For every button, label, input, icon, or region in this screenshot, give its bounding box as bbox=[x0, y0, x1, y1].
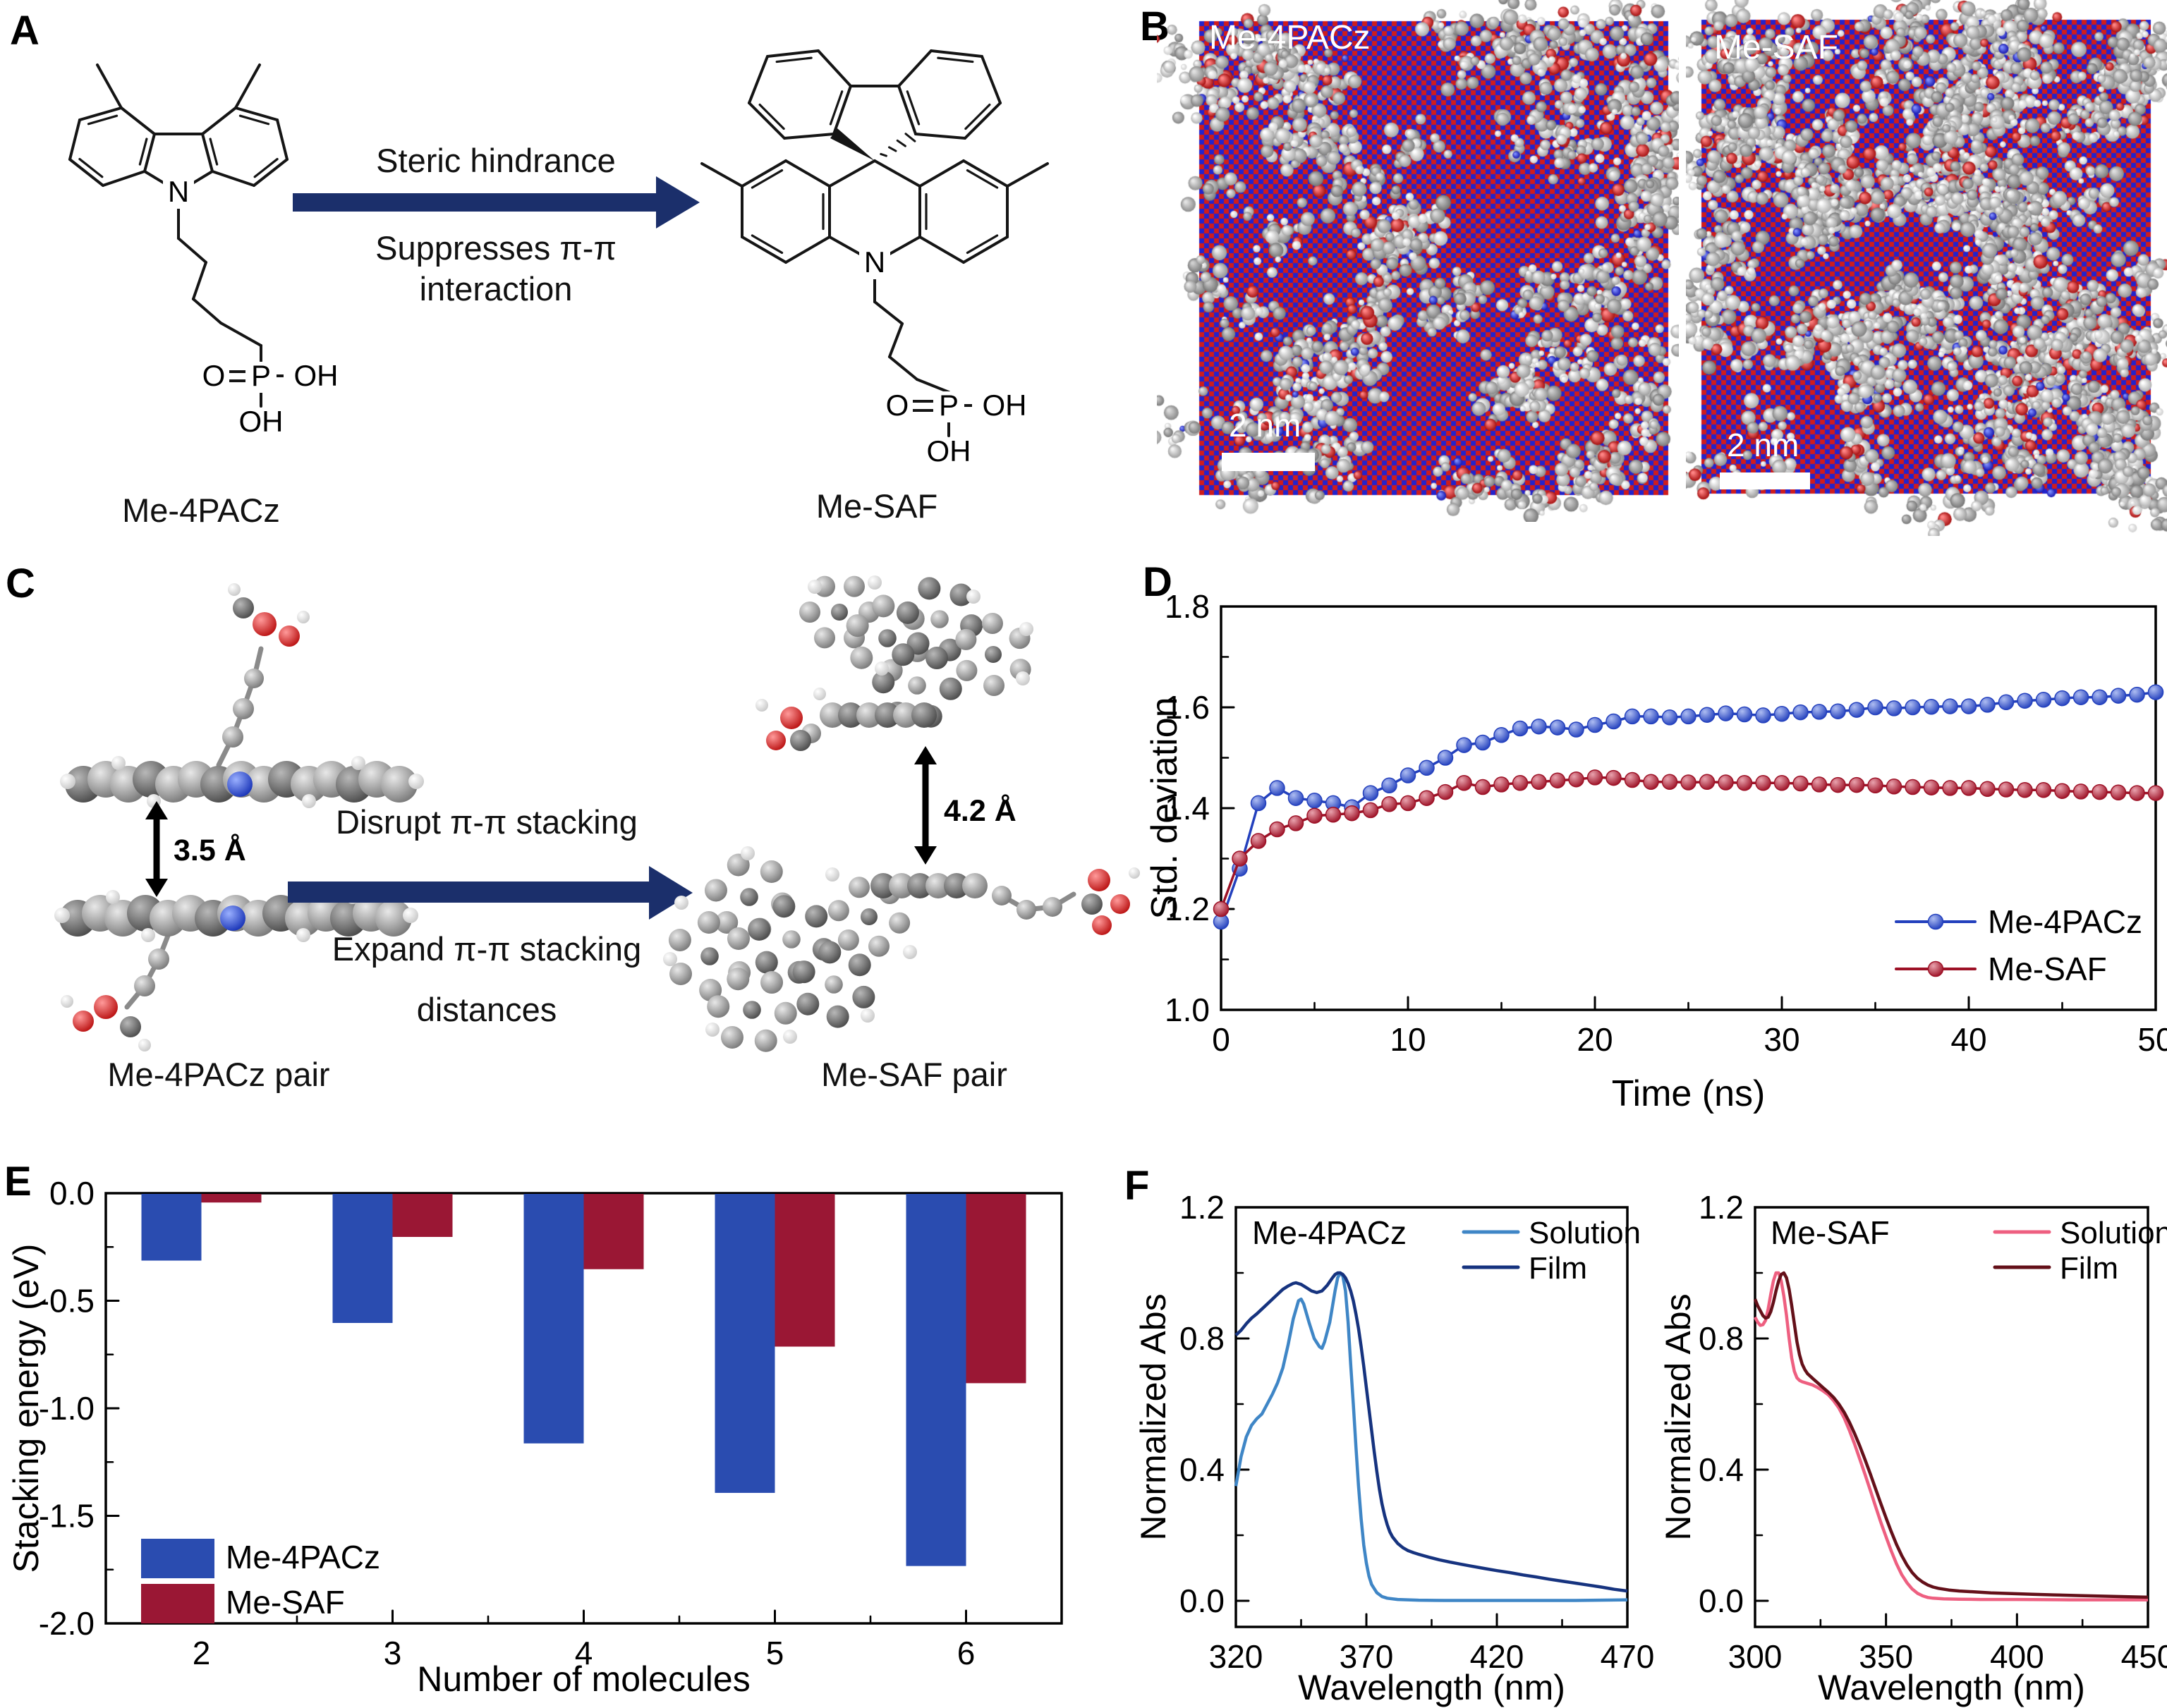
y-tick-label: 0.4 bbox=[1699, 1451, 1744, 1488]
panel-e-label: E bbox=[4, 1159, 32, 1204]
x-tick-label: 370 bbox=[1340, 1638, 1394, 1675]
x-tick-label: 350 bbox=[1859, 1638, 1913, 1675]
chart-absorption-spectra: 320 370 420 470 0.0 0.4 0.8 1.2 Wavelength (nm) N… bbox=[1134, 1189, 2167, 1707]
y-tick-label: 1.4 bbox=[1165, 790, 1210, 826]
panel-c-arrow-text-top: Disrupt π-π stacking bbox=[336, 803, 638, 841]
x-tick-label: 450 bbox=[2121, 1638, 2167, 1675]
atom-label: P bbox=[251, 359, 271, 392]
y-tick-label: 1.2 bbox=[1165, 891, 1210, 927]
panel-d-label: D bbox=[1143, 559, 1172, 605]
legend-label: Me-4PACz bbox=[1988, 903, 2142, 940]
y-tick-label: -1.0 bbox=[39, 1390, 95, 1427]
x-tick-label: 320 bbox=[1209, 1638, 1263, 1675]
x-tick-label: 420 bbox=[1470, 1638, 1524, 1675]
legend-label: Me-4PACz bbox=[226, 1539, 380, 1575]
y-tick-label: 1.8 bbox=[1165, 588, 1210, 625]
x-axis-title: Wavelength (nm) bbox=[1298, 1668, 1565, 1707]
x-tick-label: 4 bbox=[575, 1635, 593, 1671]
y-tick-label: 0.8 bbox=[1699, 1320, 1744, 1357]
y-tick-label: 1.0 bbox=[1165, 992, 1210, 1028]
y-axis-title: Normalized Abs bbox=[1658, 1293, 1698, 1540]
atom-label: N bbox=[168, 175, 189, 208]
atom-label: O bbox=[202, 359, 226, 392]
y-tick-label: 0.0 bbox=[49, 1175, 95, 1212]
y-tick-label: 1.2 bbox=[1179, 1189, 1225, 1226]
legend-label: Solution bbox=[2060, 1216, 2167, 1250]
x-tick-label: 470 bbox=[1601, 1638, 1655, 1675]
panel-c-label: C bbox=[6, 561, 35, 606]
subplot-title: Me-SAF bbox=[1771, 1214, 1890, 1251]
panel-a-label: A bbox=[10, 8, 40, 54]
panel-b-left-scalebar bbox=[1222, 453, 1315, 471]
panel-c-pairs bbox=[54, 575, 1140, 1052]
y-tick-label: 0.0 bbox=[1179, 1582, 1225, 1619]
legend-label: Solution bbox=[1529, 1216, 1641, 1250]
x-axis-title: Time (ns) bbox=[1612, 1073, 1766, 1114]
y-tick-label: 0.8 bbox=[1179, 1320, 1225, 1357]
y-tick-label: -0.5 bbox=[39, 1283, 95, 1319]
legend-label: Me-SAF bbox=[226, 1584, 345, 1621]
panel-c-arrow-text-bottom-1: Expand π-π stacking bbox=[332, 930, 642, 968]
panel-f-label: F bbox=[1124, 1163, 1150, 1209]
panel-a-arrow-text-bottom-1: Suppresses π-π bbox=[375, 229, 617, 267]
x-tick-label: 3 bbox=[384, 1635, 402, 1671]
panel-b-right-title: Me-SAF bbox=[1714, 29, 1839, 66]
md-snapshot-me4pacz bbox=[1157, 0, 1679, 522]
x-tick-label: 2 bbox=[193, 1635, 211, 1671]
atom-label: OH bbox=[983, 389, 1027, 422]
panel-c-arrow-text-bottom-2: distances bbox=[416, 991, 557, 1028]
panel-a-arrow-text-bottom-2: interaction bbox=[419, 270, 573, 307]
x-axis-title: Wavelength (nm) bbox=[1818, 1668, 2085, 1707]
panel-c-right-distance: 4.2 Å bbox=[944, 794, 1016, 828]
y-tick-label: 0.0 bbox=[1699, 1582, 1744, 1619]
y-tick-label: 0.4 bbox=[1179, 1451, 1225, 1488]
panel-b-right-scalebar bbox=[1720, 472, 1810, 489]
panel-c-left-distance: 3.5 Å bbox=[174, 834, 246, 867]
x-tick-label: 5 bbox=[766, 1635, 784, 1671]
panel-b-left-scale-label: 2 nm bbox=[1229, 407, 1301, 444]
chart-stacking-energy: 2 3 4 5 6 0.0 -0.5 -1.0 -1.5 -2.0 Number of molecu… bbox=[6, 1175, 1063, 1699]
atom-label: P bbox=[939, 389, 959, 422]
legend-label: Film bbox=[1529, 1251, 1587, 1286]
atom-label: N bbox=[864, 245, 885, 279]
y-tick-label: 1.6 bbox=[1165, 689, 1210, 726]
x-tick-label: 50 bbox=[2137, 1021, 2167, 1058]
y-tick-label: -1.5 bbox=[39, 1498, 95, 1535]
y-tick-label: -2.0 bbox=[39, 1605, 95, 1642]
x-tick-label: 300 bbox=[1728, 1638, 1783, 1675]
atom-label: OH bbox=[294, 359, 339, 392]
atom-label: OH bbox=[927, 434, 971, 468]
x-tick-label: 400 bbox=[1990, 1638, 2044, 1675]
y-tick-label: 1.2 bbox=[1699, 1189, 1744, 1226]
legend-label: Me-SAF bbox=[1988, 951, 2107, 987]
atom-label: O bbox=[886, 389, 909, 422]
panel-a-left-molecule-label: Me-4PACz bbox=[122, 492, 280, 529]
x-tick-label: 40 bbox=[1950, 1021, 1986, 1058]
x-tick-label: 6 bbox=[957, 1635, 976, 1671]
y-axis-title: Std. deviation bbox=[1144, 697, 1185, 919]
md-snapshot-mesaf bbox=[1686, 0, 2167, 536]
chart-std-deviation: 0 10 20 30 40 50 1.0 1.2 1.4 1.6 1.8 Time (ns) Std. … bbox=[1144, 588, 2167, 1114]
y-axis-title: Normalized Abs bbox=[1134, 1293, 1173, 1540]
x-tick-label: 30 bbox=[1764, 1021, 1799, 1058]
y-axis-title: Stacking energy (eV) bbox=[6, 1244, 46, 1573]
panel-a-arrow-text-top: Steric hindrance bbox=[376, 142, 616, 179]
panel-b-right-scale-label: 2 nm bbox=[1727, 427, 1799, 463]
x-axis-title: Number of molecules bbox=[417, 1659, 750, 1699]
panel-b-left-title: Me-4PACz bbox=[1209, 19, 1371, 56]
x-tick-label: 0 bbox=[1212, 1021, 1230, 1058]
panel-c-right-pair-label: Me-SAF pair bbox=[821, 1056, 1007, 1093]
x-tick-label: 10 bbox=[1390, 1021, 1426, 1058]
x-tick-label: 20 bbox=[1577, 1021, 1613, 1058]
subplot-title: Me-4PACz bbox=[1252, 1214, 1407, 1251]
atom-label: OH bbox=[239, 405, 284, 438]
panel-a-right-molecule-label: Me-SAF bbox=[815, 487, 938, 525]
legend-label: Film bbox=[2060, 1251, 2118, 1286]
panel-c-left-pair-label: Me-4PACz pair bbox=[107, 1056, 330, 1093]
